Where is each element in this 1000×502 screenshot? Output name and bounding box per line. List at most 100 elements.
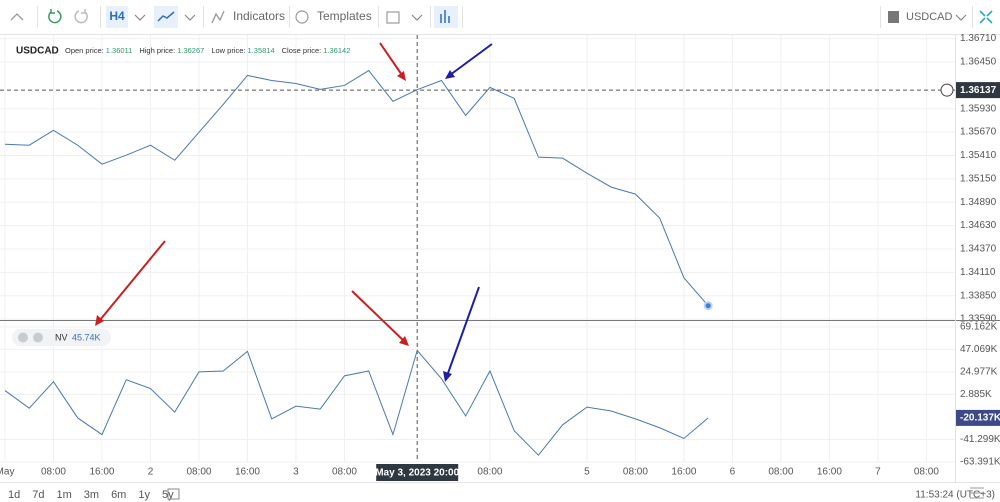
undo-button[interactable] [48, 9, 62, 24]
footer: 1d 7d 1m 3m 6m 1y 5y [8, 489, 174, 501]
interval-dropdown[interactable] [134, 14, 146, 21]
series-line [4, 349, 709, 456]
y-tick-label: 1.36710 [960, 33, 997, 44]
range-button[interactable]: 3m [84, 489, 99, 501]
price-label-box [956, 82, 1000, 99]
range-button[interactable]: 1y [138, 489, 150, 501]
legend-label: Close price: [282, 46, 322, 55]
indicators-icon [211, 10, 225, 24]
y-tick-label: 1.35150 [960, 173, 997, 184]
current-value-label: -20.137K [960, 413, 1000, 424]
fullscreen-button[interactable] [979, 10, 993, 24]
x-tick-label: 08:00 [768, 467, 793, 478]
indicator-settings[interactable] [33, 332, 43, 343]
redo-button[interactable] [74, 9, 88, 24]
x-tick-label: 08:00 [914, 467, 939, 478]
save-icon[interactable] [888, 11, 899, 23]
range-button[interactable]: 1m [57, 489, 72, 501]
y-tick-label: -41.299K [960, 434, 1000, 445]
legend-value: 1.36011 [106, 46, 133, 55]
y-tick-label: 1.34890 [960, 197, 997, 208]
date-range-button[interactable] [167, 488, 180, 500]
collapse-button[interactable] [10, 13, 24, 21]
x-tick-label: 5 [584, 467, 590, 478]
x-tick-label: May [0, 467, 14, 478]
y-tick-label: 1.33850 [960, 290, 997, 301]
y-tick-label: 1.34110 [960, 267, 996, 278]
settings-button[interactable] [970, 487, 984, 499]
templates-icon [295, 10, 309, 24]
x-tick-label: 08:00 [623, 467, 648, 478]
x-tick-label: 08:00 [186, 467, 211, 478]
range-button[interactable]: 6m [111, 489, 126, 501]
crosshair-button[interactable] [940, 83, 954, 97]
y-tick-label: 47.069K [960, 344, 998, 355]
y-tick-label: 1.33590 [960, 314, 997, 325]
arrow [379, 42, 405, 79]
arrow [99, 240, 166, 321]
arrow [351, 290, 406, 343]
y-tick-label: 24.977K [960, 367, 998, 378]
y-tick-label: 69.162K [960, 321, 998, 332]
x-tick-label: 6 [730, 467, 736, 478]
calendar-button[interactable] [386, 11, 400, 24]
x-tick-label: 08:00 [332, 467, 357, 478]
y-tick-label: 1.35670 [960, 127, 997, 138]
x-tick-label: 16:00 [817, 467, 842, 478]
y-tick-label: 1.35410 [960, 150, 997, 161]
series-line [4, 69, 709, 307]
legend-label: Low price: [211, 46, 245, 55]
x-tick-label: 08:00 [41, 467, 66, 478]
crosshair-price: 1.36137 [960, 85, 997, 96]
chart-type-icon [157, 11, 175, 22]
interval-label: H4 [109, 9, 125, 23]
y-tick-label: 1.34630 [960, 220, 997, 231]
x-tick-label: 16:00 [671, 467, 696, 478]
x-tick-label: 08:00 [477, 467, 502, 478]
crosshair-time: May 3, 2023 20:00 [375, 468, 459, 479]
legend-value: 1.36142 [323, 46, 350, 55]
x-tick-label: 3 [293, 467, 299, 478]
symbol-dropdown[interactable] [955, 14, 967, 21]
arrow-head [445, 70, 455, 79]
toolbar: H4 Indicators Templates USDCAD [0, 6, 1000, 35]
compare-button[interactable] [434, 6, 458, 28]
arrow-head [399, 336, 409, 346]
clock: 11:53:24 (UTC+3) [915, 490, 995, 501]
indicators-button[interactable]: Indicators [233, 9, 285, 23]
x-tick-label: 16:00 [89, 467, 114, 478]
y-tick-label: 1.35930 [960, 103, 997, 114]
indicator-value: 45.74K [72, 332, 101, 342]
annotations [95, 42, 493, 382]
arrow-head [397, 71, 406, 81]
x-tick-label: 2 [148, 467, 154, 478]
x-tick-label: 7 [875, 467, 881, 478]
templates-button[interactable]: Templates [317, 9, 372, 23]
indicator-close[interactable] [18, 332, 28, 343]
arrow-head [443, 371, 452, 382]
last-point [703, 301, 713, 311]
x-tick-label: 16:00 [235, 467, 260, 478]
chart-type-dropdown[interactable] [184, 14, 196, 21]
y-tick-label: 1.36450 [960, 57, 997, 68]
indicator-name: NV [55, 332, 68, 342]
legend-value: 1.35814 [248, 46, 275, 55]
legend-label: High price: [139, 46, 175, 55]
range-button[interactable]: 1d [8, 489, 20, 501]
y-tick-label: 2.885K [960, 389, 992, 400]
range-button[interactable]: 7d [32, 489, 44, 501]
arrow [449, 43, 493, 76]
y-tick-label: -63.391K [960, 457, 1000, 468]
interval-button[interactable] [106, 6, 128, 28]
compare-icon [440, 10, 450, 23]
arrow-head [95, 315, 104, 326]
arrow [446, 286, 480, 377]
legend-symbol: USDCAD [16, 46, 59, 57]
current-label-box [956, 409, 1000, 426]
calendar-dropdown[interactable] [411, 14, 423, 21]
symbol-button[interactable]: USDCAD [906, 11, 953, 23]
legend-label: Open price: [65, 46, 104, 55]
y-tick-label: 1.34370 [960, 244, 997, 255]
